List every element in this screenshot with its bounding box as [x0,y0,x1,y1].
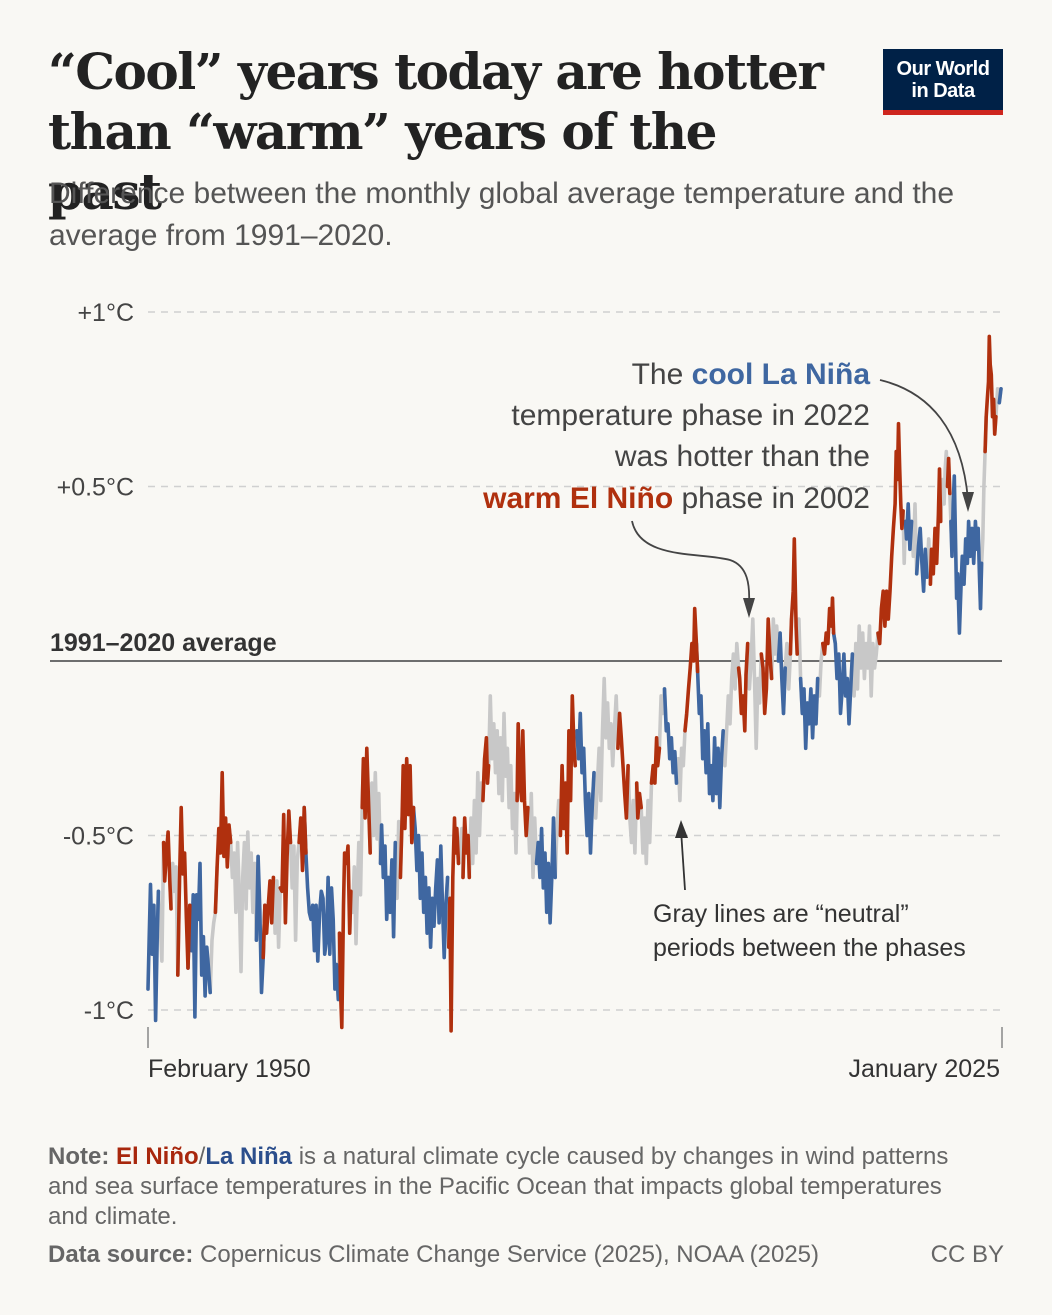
el-nino-segment [261,875,276,960]
el-nino-segment [481,736,491,803]
title-line-2: than “warm” years of the past [48,102,717,221]
el-nino-segment [213,770,233,915]
y-axis-ticks: +1°C +0.5°C -0.5°C -1°C [57,299,134,1025]
la-nina-segment [903,502,914,552]
neutral-annotation: Gray lines are “neutral” periods between… [653,820,966,962]
source-label: Data source: [48,1241,194,1268]
logo-line-2: in Data [911,80,975,102]
chart-note: Note: El Niño/La Niña is a natural clima… [48,1142,968,1232]
la-nina-segment [962,519,984,611]
neutral-segment [287,809,303,942]
el-nino-highlight: warm El Niño [482,482,673,515]
note-el-nino: El Niño [116,1143,199,1170]
note-la-nina: La Niña [205,1143,293,1170]
el-nino-segment [447,816,461,1033]
la-nina-segment [302,805,341,1002]
el-nino-segment [945,456,952,496]
la-nina-segment [146,882,161,1023]
el-nino-segment [360,746,372,855]
el-nino-segment [337,844,353,1030]
y-tick-label: -1°C [84,997,134,1025]
el-nino-segment [983,334,998,454]
neutral-segment [485,694,520,855]
x-label-start: February 1950 [148,1055,311,1083]
la-nina-segment [186,861,212,1019]
logo-accent-bar [883,110,1003,115]
neutral-annotation-line-2: periods between the phases [653,934,966,962]
temperature-series [146,334,1003,1033]
logo-line-1: Our World [896,58,990,80]
neutral-annotation-line-1: Gray lines are “neutral” [653,900,909,928]
el-nino-segment [461,816,472,880]
la-nina-segment [776,631,787,716]
la-nina-segment [534,816,557,925]
el-nino-segment [398,756,416,880]
la-nina-segment [694,641,725,810]
el-nino-segment [736,641,750,733]
owid-logo[interactable]: Our World in Data [883,49,1003,115]
la-nina-segment [997,387,1003,405]
la-nina-arrow-line [879,379,969,501]
note-label: Note: [48,1143,110,1170]
el-nino-segment [759,617,774,716]
el-nino-segment [788,537,799,656]
el-nino-segment [634,781,643,820]
el-nino-segment [278,809,293,925]
la-nina-segment [378,823,398,939]
y-tick-label: +0.5°C [57,474,134,502]
la-nina-arrow-head-icon [962,492,974,512]
el-nino-arrow-line [631,520,751,606]
annotation-line-4: warm El Niño phase in 2002 [482,482,870,515]
la-nina-segment [410,805,450,960]
el-nino-segment [616,711,630,820]
el-nino-segment [928,467,943,586]
chart-title: “Cool” years today are hotter than “warm… [48,42,828,222]
neutral-arrow-line [680,829,686,891]
la-nina-segment [831,631,855,726]
annotation-line-3: was hotter than the [614,440,870,473]
neutral-segment [744,617,765,751]
neutral-segment [637,763,655,866]
phase-comparison-annotation: The cool La Niña temperature phase in 20… [482,358,974,618]
el-nino-segment [683,606,700,733]
el-nino-segment [176,805,192,977]
annotation-line-2: temperature phase in 2022 [511,399,870,432]
source-text[interactable]: Copernicus Climate Change Service (2025)… [193,1241,820,1268]
y-tick-label: +1°C [77,299,134,327]
baseline-label: 1991–2020 average [50,629,277,657]
title-line-1: “Cool” years today are hotter [48,42,824,101]
la-nina-segment [914,526,929,593]
note-text: is a natural climate cycle caused by cha… [48,1143,949,1230]
neutral-segment [848,624,882,698]
chart-subtitle: Difference between the monthly global av… [49,177,955,252]
neutral-segment [590,676,622,820]
el-nino-segment [649,736,662,785]
el-nino-segment [515,722,530,838]
la-nina-segment [575,711,596,855]
license-label[interactable]: CC BY [930,1241,1004,1268]
la-nina-highlight: cool La Niña [692,358,871,391]
el-nino-segment [161,830,173,911]
neutral-arrow-head-icon [675,820,688,838]
neutral-segment [719,641,742,768]
la-nina-segment [662,687,679,785]
y-tick-label: -0.5°C [63,823,134,851]
la-nina-segment [949,474,965,635]
el-nino-segment [297,805,308,873]
el-nino-arrow-head-icon [743,598,755,618]
note-separator: / [198,1143,206,1170]
el-nino-segment [821,596,836,656]
neutral-segment [227,823,260,974]
data-source: Data source: Copernicus Climate Change S… [48,1240,1004,1270]
el-nino-segment [558,694,577,855]
la-nina-segment [798,676,820,751]
x-label-end: January 2025 [848,1055,1000,1083]
el-nino-segment [876,421,905,646]
annotation-line-1: The cool La Niña [632,358,871,391]
